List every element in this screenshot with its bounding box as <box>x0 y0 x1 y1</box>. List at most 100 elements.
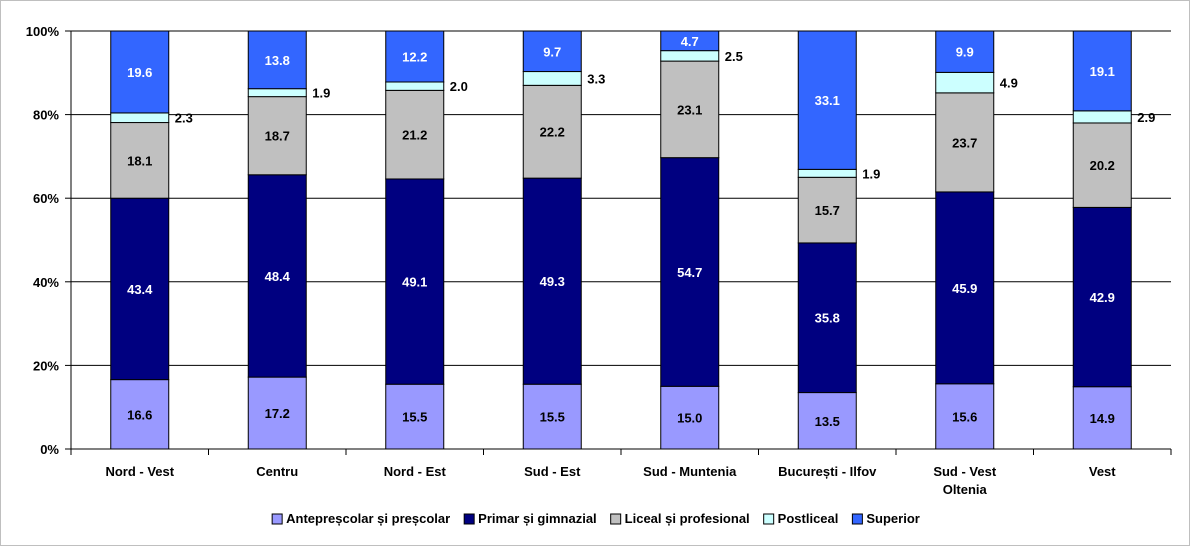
data-label: 16.6 <box>127 407 152 422</box>
y-axis: 0% 20% 40% 60% 80% 100% <box>26 24 1172 457</box>
data-label: 9.7 <box>543 44 561 59</box>
data-label: 2.0 <box>450 79 468 94</box>
data-label: 17.2 <box>265 406 290 421</box>
bar-segment-anteprescolar-si-prescolar <box>660 385 720 450</box>
legend-item-liceal-si-profesional: Liceal și profesional <box>610 511 750 526</box>
x-category-label: Sud - Est <box>524 464 581 479</box>
data-label: 13.8 <box>265 53 290 68</box>
data-label: 15.0 <box>677 411 702 426</box>
data-label: 4.9 <box>1000 76 1018 91</box>
bar-segment-anteprescolar-si-prescolar <box>247 376 307 450</box>
legend: Antepreșcolar și preșcolar Primar și gimn… <box>271 511 920 526</box>
data-label: 23.7 <box>952 135 977 150</box>
data-label: 35.8 <box>815 311 840 326</box>
legend-swatch <box>610 513 622 525</box>
data-label: 49.3 <box>540 274 565 289</box>
bar-segment-liceal-si-profesional <box>385 89 445 180</box>
data-label: 14.9 <box>1090 411 1115 426</box>
data-label: 9.9 <box>956 45 974 60</box>
bar-segment-superior <box>522 30 582 73</box>
bar-segment-anteprescolar-si-prescolar <box>110 379 170 450</box>
data-label: 15.6 <box>952 409 977 424</box>
bar-segment-postliceal <box>935 71 995 94</box>
x-category-label: București - Ilfov <box>778 464 877 479</box>
x-category-label: Oltenia <box>943 482 988 497</box>
data-labels: 16.6 43.4 18.1 2.3 19.6 17.2 48.4 18.7 1.9 13.8 15… <box>127 34 1155 429</box>
bar-segment-liceal-si-profesional <box>797 176 857 244</box>
data-label: 15.7 <box>815 203 840 218</box>
data-label: 19.6 <box>127 65 152 80</box>
data-label: 1.9 <box>862 166 880 181</box>
bar-segment-superior <box>935 30 995 73</box>
data-label: 1.9 <box>312 86 330 101</box>
data-label: 20.2 <box>1090 158 1115 173</box>
data-label: 15.5 <box>540 410 565 425</box>
bar-segment-superior <box>385 30 445 83</box>
bar-segment-superior <box>247 30 307 90</box>
bar-segment-anteprescolar-si-prescolar <box>385 383 445 450</box>
bar-segment-postliceal <box>797 168 857 178</box>
bar-segment-postliceal <box>522 71 582 86</box>
data-label: 48.4 <box>265 269 291 284</box>
bar-segment-postliceal <box>247 88 307 98</box>
bars <box>110 30 1132 450</box>
y-tick-label: 80% <box>33 108 59 123</box>
data-label: 3.3 <box>587 71 605 86</box>
bar-segment-superior <box>660 30 720 52</box>
data-label: 2.9 <box>1137 110 1155 125</box>
bar-segment-primar-si-gimnazial <box>247 174 307 378</box>
data-label: 4.7 <box>681 34 699 49</box>
legend-label: Superior <box>866 511 919 526</box>
legend-label: Primar și gimnazial <box>478 511 597 526</box>
legend-item-postliceal: Postliceal <box>763 511 839 526</box>
bar-segment-primar-si-gimnazial <box>385 178 445 385</box>
data-label: 18.1 <box>127 153 152 168</box>
x-category-label: Centru <box>256 464 298 479</box>
bar-segment-anteprescolar-si-prescolar <box>522 383 582 450</box>
legend-item-anteprescolar-si-prescolar: Antepreșcolar și preșcolar <box>271 511 450 526</box>
y-tick-label: 60% <box>33 191 59 206</box>
data-label: 18.7 <box>265 129 290 144</box>
x-category-label: Nord - Vest <box>105 464 174 479</box>
data-label: 54.7 <box>677 265 702 280</box>
legend-item-superior: Superior <box>851 511 920 526</box>
y-tick-label: 20% <box>33 358 59 373</box>
data-label: 21.2 <box>402 128 427 143</box>
bar-segment-postliceal <box>1072 110 1132 124</box>
data-label: 15.5 <box>402 410 427 425</box>
data-label: 2.5 <box>725 49 743 64</box>
bar-segment-liceal-si-profesional <box>110 122 170 199</box>
data-label: 43.4 <box>127 282 153 297</box>
bar-segment-liceal-si-profesional <box>660 60 720 159</box>
x-category-label: Nord - Est <box>384 464 447 479</box>
x-axis-categories: Nord - Vest Centru Nord - Est Sud - Est Sud … <box>105 464 1116 497</box>
bar-segment-primar-si-gimnazial <box>522 177 582 385</box>
data-label: 13.5 <box>815 414 840 429</box>
legend-item-primar-si-gimnazial: Primar și gimnazial <box>463 511 597 526</box>
bar-segment-anteprescolar-si-prescolar <box>1072 386 1132 450</box>
data-label: 23.1 <box>677 102 702 117</box>
x-category-label: Vest <box>1089 464 1116 479</box>
data-label: 45.9 <box>952 281 977 296</box>
bar-segment-primar-si-gimnazial <box>935 191 995 385</box>
data-label: 49.1 <box>402 275 427 290</box>
bar-segment-postliceal <box>110 112 170 124</box>
bar-segment-superior <box>1072 30 1132 112</box>
bar-segment-anteprescolar-si-prescolar <box>797 392 857 450</box>
legend-swatch <box>851 513 863 525</box>
grid-lines <box>71 30 1171 450</box>
data-label: 42.9 <box>1090 290 1115 305</box>
bar-segment-superior <box>110 30 170 114</box>
data-label: 12.2 <box>402 49 427 64</box>
legend-label: Antepreșcolar și preșcolar <box>286 511 450 526</box>
x-category-label: Sud - Vest <box>933 464 997 479</box>
y-tick-label: 0% <box>40 442 59 457</box>
data-label: 2.3 <box>175 111 193 126</box>
bar-segment-superior <box>797 30 857 170</box>
x-category-label: Sud - Muntenia <box>643 464 737 479</box>
legend-swatch <box>763 513 775 525</box>
legend-label: Postliceal <box>778 511 839 526</box>
bar-segment-postliceal <box>660 50 720 62</box>
